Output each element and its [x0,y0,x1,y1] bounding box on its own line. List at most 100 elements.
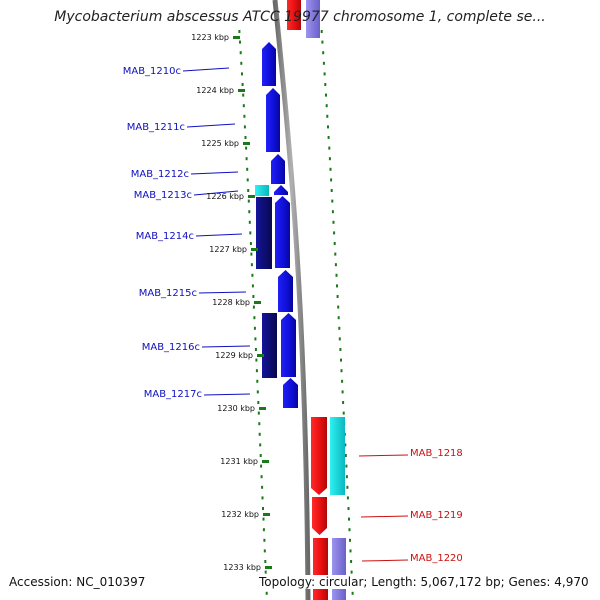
gene-label[interactable]: MAB_1216c [142,342,200,353]
tick-dot [254,348,257,351]
tick-dot [239,40,241,44]
gene-label[interactable]: MAB_1211c [127,122,185,133]
tick-dot [263,538,266,542]
leader-line [201,345,251,348]
tick-dot [337,316,340,320]
tick-label: 1232 kbp [221,510,259,519]
tick-dot [251,273,254,277]
cds-arrow-forward [312,497,327,535]
tick-label: 1231 kbp [220,457,258,466]
misc-feature [262,313,277,378]
major-tick [243,142,250,145]
tick-dot [325,93,327,97]
gene-label[interactable]: MAB_1215c [139,288,197,299]
tick-dot [261,485,264,489]
gene-label[interactable]: MAB_1217c [144,389,202,400]
tick-dot [252,295,255,298]
tick-dot [243,125,246,129]
cds-arrow-forward [311,417,327,495]
tick-dot [256,379,259,383]
tick-dot [260,475,263,479]
tick-dot [262,517,265,521]
tick-dot [241,83,244,86]
chromosome-backbone [272,0,311,600]
tick-dot [348,528,351,532]
tick-dot [344,443,347,447]
tick-dot [240,61,243,65]
gene-label[interactable]: MAB_1214c [136,231,194,242]
cds-arrow-reverse [275,196,290,268]
tick-dot [331,199,334,203]
tick-label: 1228 kbp [212,298,250,307]
tick-dot [250,252,253,256]
misc-feature [256,197,272,269]
tick-label: 1227 kbp [209,245,247,254]
tick-dot [346,485,349,489]
tick-dot [339,348,342,351]
tick-label: 1224 kbp [196,86,234,95]
tick-dot [263,549,266,553]
tick-dot [349,538,351,542]
tick-dot [350,560,353,563]
major-tick [263,513,270,516]
tick-dot [258,432,261,436]
gene-label[interactable]: MAB_1219 [410,510,463,521]
tick-dot [336,295,339,298]
tick-dot [320,30,323,33]
leader-line [203,393,251,396]
tick-dot [243,114,246,118]
leader-line [193,190,239,196]
gene-label[interactable]: MAB_1210c [123,66,181,77]
major-tick [257,354,264,357]
tick-dot [247,189,250,192]
tick-dot [258,422,261,426]
tick-dot [249,242,252,245]
major-tick [265,566,272,569]
tick-dot [252,305,255,309]
tick-dot [345,464,348,468]
gene-labels: MAB_1210c MAB_1211c MAB_1212c MAB_1213c MAB_… [123,66,463,564]
map-title: Mycobacterium abscessus ATCC 19977 chrom… [54,9,546,25]
tick-dot [333,231,336,235]
tick-dot [346,496,349,500]
tick-dot [325,104,328,108]
tick-dot [262,528,265,532]
gene-label[interactable]: MAB_1212c [131,169,189,180]
tick-dot [251,284,254,288]
cds-arrow-forward [313,538,328,600]
tick-dot [330,189,333,192]
tick-dot [350,570,353,574]
tick-dot [327,125,329,129]
tick-label: 1229 kbp [215,351,253,360]
tick-label: 1230 kbp [217,404,255,413]
tick-dot [242,93,245,97]
accession-text: Accession: NC_010397 [9,575,146,589]
tick-dot [249,231,252,235]
tick-dot [337,305,340,309]
gene-label[interactable]: MAB_1220 [410,553,463,564]
tick-dot [323,72,326,76]
gene-label[interactable]: MAB_1218 [410,448,463,459]
tick-dot [248,220,251,224]
tick-dot [265,591,268,595]
leader-line [358,454,409,457]
tick-dot [247,199,250,203]
tick-dot [262,507,264,510]
tick-dot [245,146,248,150]
leader-line [360,515,409,518]
tick-dot [324,83,327,86]
tick-dot [255,358,258,362]
leader-line [182,67,230,72]
tick-label: 1223 kbp [191,33,229,42]
tick-dot [327,136,330,139]
tick-dot [261,496,264,500]
tick-dot [344,454,347,457]
major-tick [259,407,266,410]
tick-dot [246,178,249,182]
gene-label[interactable]: MAB_1213c [134,190,192,201]
major-tick [251,248,258,251]
tick-dot [244,136,247,139]
tick-dot [328,157,331,161]
tick-dot [341,390,344,394]
